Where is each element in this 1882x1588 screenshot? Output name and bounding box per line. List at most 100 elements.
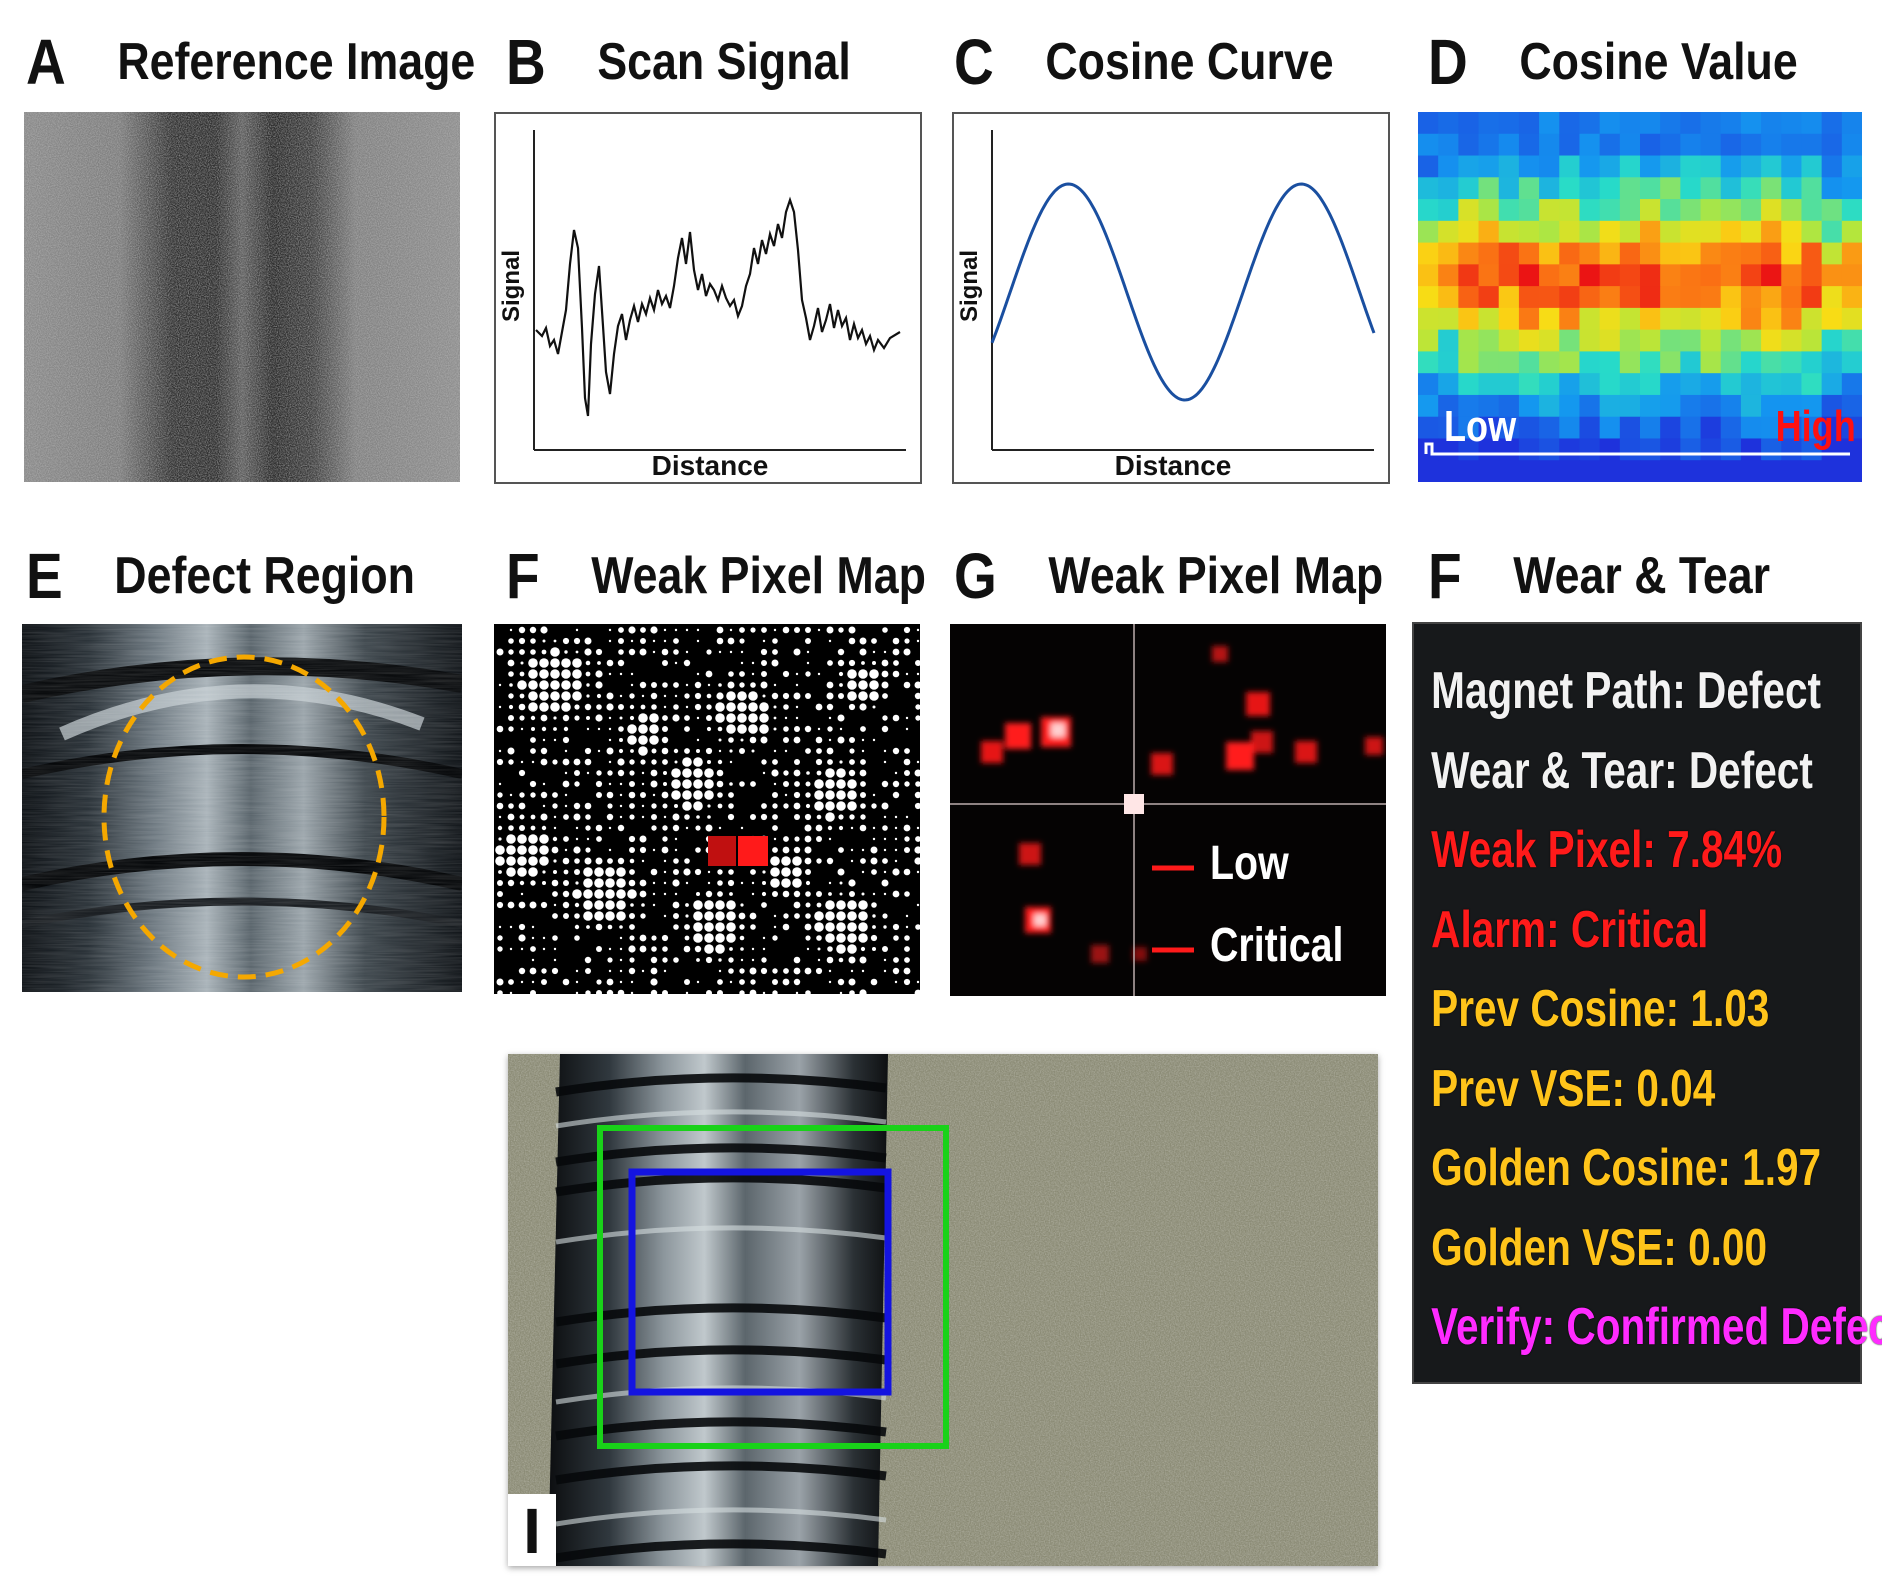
weak-pixel-dot: [761, 627, 767, 633]
weak-pixel-dot: [693, 790, 703, 800]
weak-pixel-dot: [894, 826, 898, 830]
heatmap-cell: [1761, 329, 1782, 353]
heatmap-cell: [1539, 199, 1560, 222]
heatmap-cell: [1518, 416, 1540, 440]
weak-pixel-dot: [520, 661, 524, 665]
weak-pixel-dot: [517, 680, 527, 690]
weak-pixel-dot: [836, 801, 846, 811]
weak-pixel-dot: [828, 881, 832, 885]
heatmap-cell: [1841, 394, 1862, 418]
panel-letter-d: D: [1428, 26, 1468, 98]
weak-pixel-dot: [586, 727, 590, 731]
weak-pixel-dot: [619, 936, 623, 940]
legend-critical-label: Critical: [1210, 919, 1344, 972]
weak-pixel-dot: [882, 693, 888, 699]
heatmap-cell: [1438, 416, 1459, 440]
weak-pixel-dot: [836, 768, 846, 778]
weak-pixel-dot: [608, 716, 612, 720]
weak-pixel-dot: [649, 713, 659, 723]
weak-pixel-dot: [872, 947, 876, 951]
weak-pixel-dot: [552, 935, 558, 941]
heatmap-cell: [1841, 416, 1862, 440]
weak-pixel-dot: [748, 724, 758, 734]
weak-pixel-dot: [782, 846, 790, 854]
weak-pixel-dot: [869, 669, 879, 679]
weak-pixel-dot: [751, 958, 755, 962]
weak-pixel-dot: [858, 922, 868, 932]
weak-pixel-dot: [682, 757, 692, 767]
weak-pixel-dot: [881, 879, 889, 887]
heatmap-cell: [1720, 394, 1742, 418]
weak-pixel-dot: [517, 845, 527, 855]
weak-pixel-dot: [870, 857, 878, 865]
weak-pixel-dot: [663, 859, 667, 863]
heatmap-cell: [1498, 460, 1520, 482]
weak-pixel-dot: [892, 923, 900, 931]
weak-pixel-dot: [673, 924, 679, 930]
weak-pixel-dot: [506, 856, 516, 866]
weak-pixel-dot: [508, 759, 514, 765]
heatmap-cell: [1518, 394, 1540, 418]
weak-pixel-dot: [497, 792, 503, 798]
weak-pixel-dot: [619, 793, 623, 797]
heatmap-cell: [1781, 307, 1803, 331]
heatmap-cell: [1660, 242, 1681, 265]
weak-pixel-dot: [550, 680, 560, 690]
heatmap-cell: [1498, 286, 1520, 309]
heatmap-cell: [1781, 329, 1803, 353]
heatmap-cell: [1579, 416, 1601, 440]
weak-pixel-dot: [916, 980, 920, 984]
heatmap-cell: [1761, 394, 1782, 418]
weak-pixel-dot: [663, 628, 667, 632]
weak-pixel-dot: [608, 848, 612, 852]
weak-pixel-dot: [518, 626, 526, 634]
weak-pixel-dot: [773, 716, 777, 720]
heatmap-cell: [1599, 394, 1621, 418]
weak-pixel-dot: [563, 836, 569, 842]
weak-pixel-dot: [508, 671, 514, 677]
weak-pixel-dot: [806, 947, 810, 951]
weak-pixel-dot: [773, 628, 777, 632]
weak-pixel-dot: [584, 637, 592, 645]
heatmap-cell: [1801, 155, 1823, 178]
defect-region-canvas: [22, 624, 462, 992]
weak-pixel-dot: [628, 791, 636, 799]
weak-pixel-dot: [717, 803, 723, 809]
heatmap-cell: [1458, 264, 1480, 287]
weak-pixel-dot: [827, 825, 833, 831]
weak-pixel-dot: [915, 836, 920, 842]
weak-pixel-dot: [707, 683, 711, 687]
weak-pixel-dot: [794, 913, 800, 919]
weak-pixel-dot: [771, 769, 779, 777]
weak-pixel-dot: [530, 792, 536, 798]
heatmap-cell: [1821, 199, 1843, 222]
weak-pixel-dot: [749, 989, 757, 994]
weak-pixel-dot: [893, 957, 899, 963]
weak-pixel-dot: [749, 736, 757, 744]
weak-pixel-dot: [650, 626, 658, 634]
weak-pixel-dot: [497, 935, 503, 941]
weak-pixel-dot: [640, 759, 646, 765]
weak-pixel-dot: [816, 770, 822, 776]
heatmap-cell: [1700, 351, 1722, 374]
weak-pixel-dot: [607, 957, 613, 963]
weak-pixel-dot: [839, 881, 843, 885]
weak-pixel-dot: [816, 891, 822, 897]
weak-pixel-dot: [859, 637, 867, 645]
weak-pixel-dot: [817, 947, 821, 951]
heatmap-cell: [1801, 416, 1823, 440]
weak-pixel-dot: [815, 758, 823, 766]
heatmap-cell: [1781, 112, 1803, 135]
heatmap-cell: [1458, 460, 1480, 482]
heatmap-cell: [1720, 373, 1742, 396]
weak-pixel-dot: [849, 990, 855, 994]
info-alarm: Alarm: Critical: [1431, 900, 1709, 959]
heatmap-cell: [1579, 351, 1601, 374]
weak-pixel-dot: [584, 648, 592, 656]
weak-pixel-dot: [826, 692, 834, 700]
weak-pixel-dot: [749, 967, 757, 975]
heatmap-cell: [1559, 155, 1581, 178]
heatmap-cell: [1619, 264, 1641, 287]
heatmap-cell: [1660, 199, 1681, 222]
heatmap-cell: [1761, 242, 1782, 265]
